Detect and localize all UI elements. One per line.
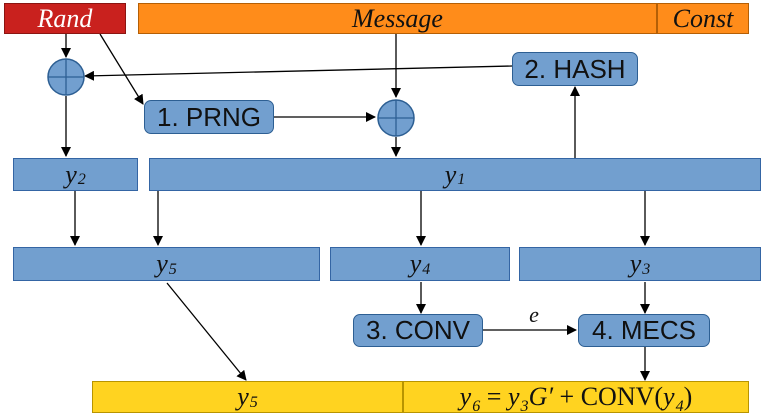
message-label: Message xyxy=(352,3,443,33)
message-input: Message xyxy=(138,3,657,34)
y2-var: y xyxy=(65,159,77,189)
hash-process: 2. HASH xyxy=(512,52,638,86)
xor-node-2 xyxy=(377,99,415,137)
y5-var: y xyxy=(156,249,168,278)
const-input: Const xyxy=(657,3,749,34)
prng-process: 1. PRNG xyxy=(144,100,274,134)
out-y5-subscript: 5 xyxy=(249,393,258,411)
y1-subscript: 1 xyxy=(457,171,466,189)
conv-label: 3. CONV xyxy=(365,315,471,345)
mecs-process: 4. MECS xyxy=(578,314,710,347)
edge-y5-to-output xyxy=(166,282,247,381)
y3-var: y xyxy=(629,249,642,278)
output-y6-equation: y6 = y3G′ + CONV(y4) xyxy=(403,381,749,415)
y5-subscript: 5 xyxy=(168,260,177,278)
edge-hash-to-xor1 xyxy=(84,65,513,81)
edge-label-e: e xyxy=(529,302,539,327)
rand-input: Rand xyxy=(4,3,126,34)
y3-subscript: 3 xyxy=(642,260,651,278)
out-y5-var: y xyxy=(237,382,249,411)
y4-subscript: 4 xyxy=(422,260,431,278)
y2-subscript: 2 xyxy=(77,171,86,189)
rand-label: Rand xyxy=(37,3,93,33)
const-label: Const xyxy=(672,3,734,33)
hash-label: 2. HASH xyxy=(524,53,626,84)
edge-rand-to-prng xyxy=(99,33,144,105)
xor-node-1 xyxy=(47,58,85,96)
y1-var: y xyxy=(444,159,457,189)
y4-var: y xyxy=(409,249,422,278)
mecs-label: 4. MECS xyxy=(591,315,697,345)
y6-equation: y6 = y3G′ + CONV(y4) xyxy=(459,382,693,415)
prng-label: 1. PRNG xyxy=(156,101,262,132)
conv-process: 3. CONV xyxy=(353,314,483,347)
